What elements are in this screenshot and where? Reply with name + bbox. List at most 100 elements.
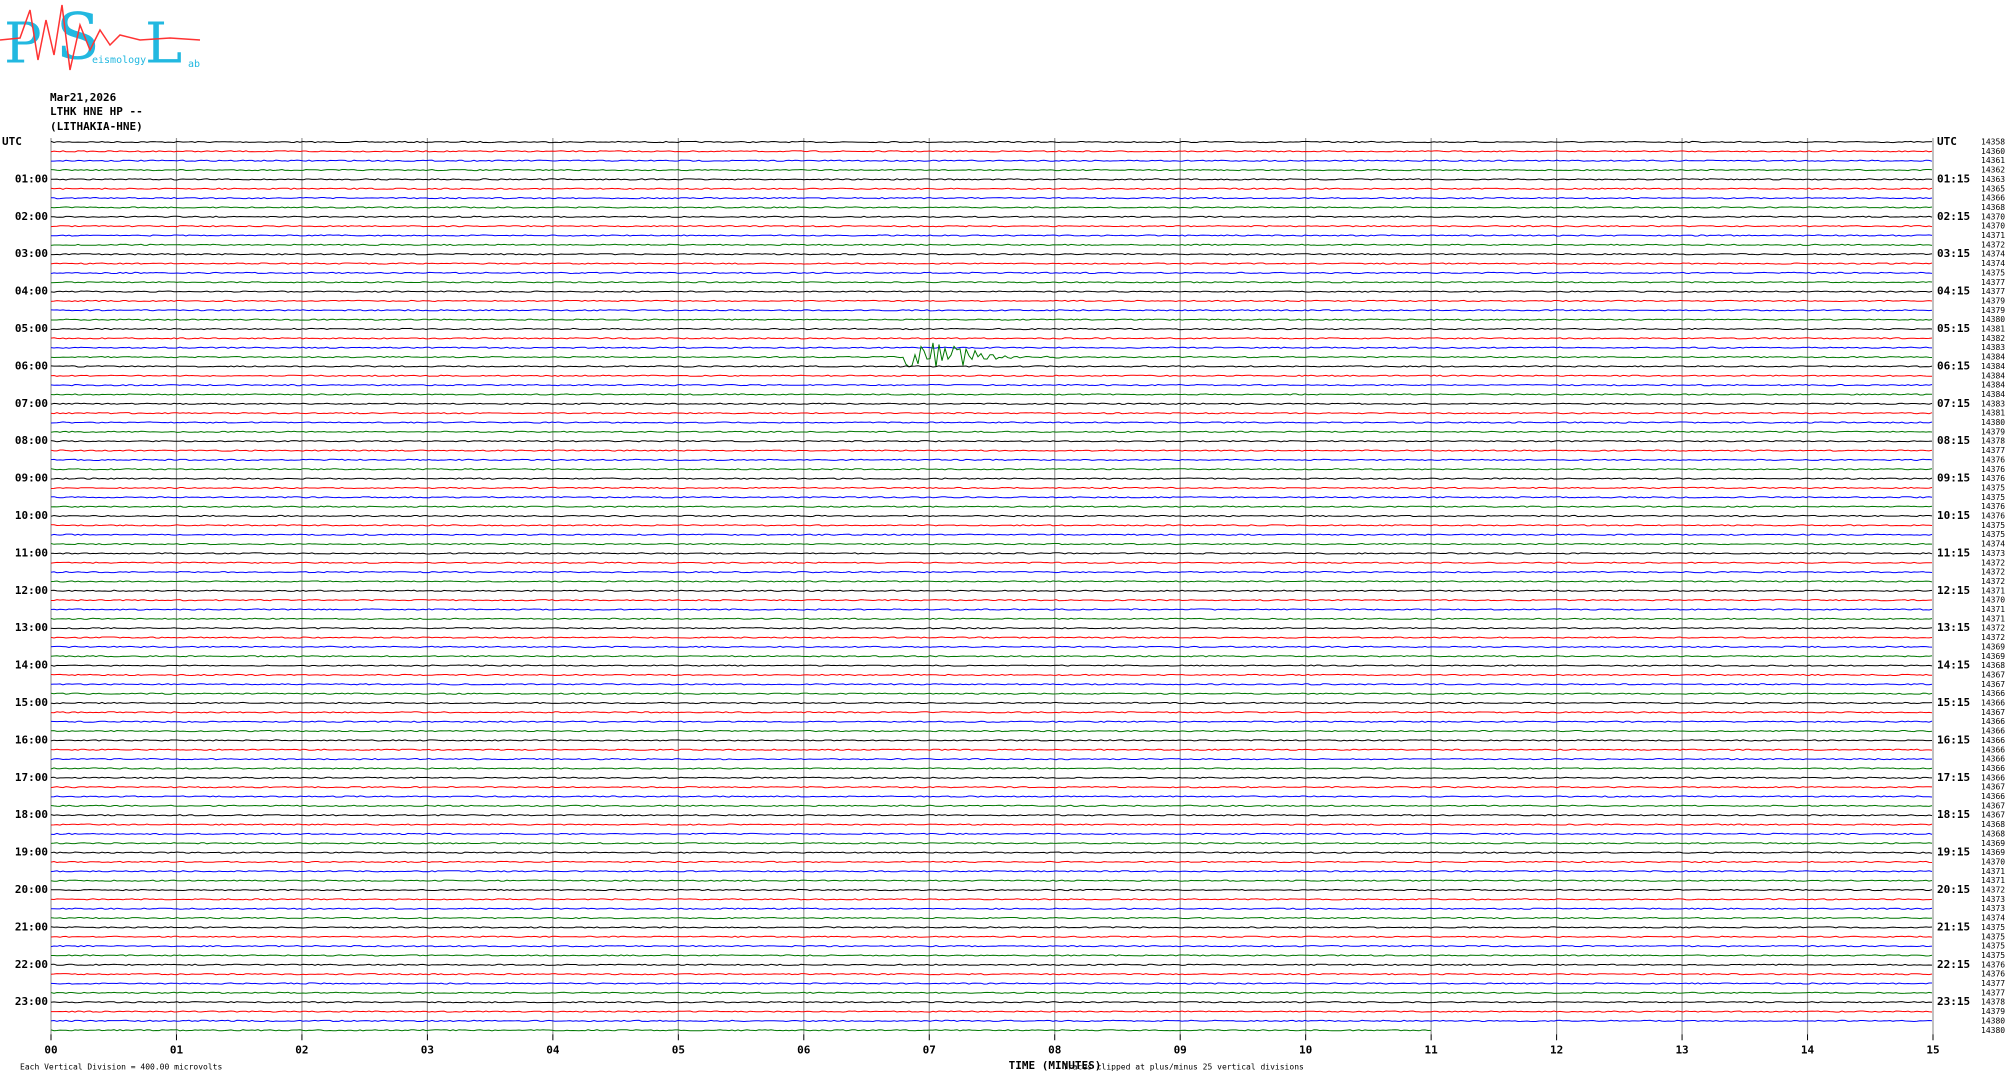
trace [50, 832, 1933, 836]
trace-count: 14373 [1981, 904, 2005, 913]
x-tick-label: 10 [1299, 1043, 1312, 1056]
x-axis-label: TIME (MINUTES) [1009, 1059, 1102, 1072]
x-tick-label: 15 [1926, 1043, 1939, 1056]
trace [50, 393, 1933, 396]
right-label: 11:15 [1937, 546, 1970, 559]
trace-count: 14367 [1981, 680, 2005, 689]
right-label: 15:15 [1937, 696, 1970, 709]
trace-count: 14365 [1981, 184, 2005, 193]
trace-count: 14379 [1981, 427, 2005, 436]
trace-count: 14370 [1981, 857, 2005, 866]
trace-count: 14377 [1981, 278, 2005, 287]
logo-letter: L [145, 12, 182, 77]
trace [50, 692, 1933, 695]
trace-count: 14377 [1981, 988, 2005, 997]
trace [50, 178, 1933, 181]
right-label: 18:15 [1937, 808, 1970, 821]
x-tick-label: 08 [1048, 1043, 1061, 1056]
trace [50, 664, 1933, 667]
trace [50, 963, 1933, 966]
trace [50, 814, 1933, 817]
trace-count: 14372 [1981, 886, 2005, 895]
trace [51, 888, 1933, 892]
trace-count: 14372 [1981, 577, 2005, 586]
trace-count: 14383 [1981, 343, 2005, 352]
right-label: 20:15 [1937, 883, 1970, 896]
x-tick-label: 03 [421, 1043, 434, 1056]
left-label: 03:00 [15, 247, 48, 260]
trace-count: 14380 [1981, 1026, 2005, 1035]
left-label: UTC [2, 135, 22, 148]
trace-count: 14372 [1981, 240, 2005, 249]
trace-count: 14372 [1981, 568, 2005, 577]
left-label: 12:00 [15, 584, 48, 597]
trace [50, 655, 1933, 658]
left-label: 16:00 [15, 733, 48, 746]
trace-count: 14374 [1981, 259, 2005, 268]
trace [50, 757, 1932, 761]
trace-count: 14366 [1981, 699, 2005, 708]
trace [50, 804, 1933, 807]
right-label: 23:15 [1937, 995, 1970, 1008]
trace [50, 935, 1933, 938]
left-label: 04:00 [15, 285, 48, 298]
trace [50, 150, 1933, 153]
trace [50, 767, 1933, 770]
trace [50, 860, 1933, 864]
x-tick-label: 01 [170, 1043, 184, 1056]
trace-count: 14383 [1981, 399, 2005, 408]
x-tick-label: 11 [1425, 1043, 1439, 1056]
left-label: 02:00 [15, 210, 48, 223]
trace-count: 14375 [1981, 268, 2005, 277]
trace [50, 290, 1933, 293]
trace [50, 486, 1933, 490]
trace-count: 14372 [1981, 633, 2005, 642]
trace [50, 262, 1933, 265]
trace-count: 14366 [1981, 194, 2005, 203]
trace-count: 14369 [1981, 839, 2005, 848]
left-label: 15:00 [15, 696, 48, 709]
trace-count: 14369 [1981, 642, 2005, 651]
trace-count: 14368 [1981, 661, 2005, 670]
left-label: 18:00 [15, 808, 48, 821]
trace [50, 327, 1933, 331]
x-tick-label: 06 [797, 1043, 811, 1056]
x-tick-label: 07 [923, 1043, 936, 1056]
trace [50, 842, 1933, 845]
trace [50, 1001, 1933, 1004]
left-label: 10:00 [15, 509, 48, 522]
trace-count: 14366 [1981, 755, 2005, 764]
right-label: 19:15 [1937, 846, 1970, 859]
left-label: 06:00 [15, 359, 48, 372]
right-label: 04:15 [1937, 285, 1970, 298]
trace [50, 542, 1933, 546]
trace [50, 271, 1933, 275]
trace-count: 14376 [1981, 512, 2005, 521]
trace-count: 14375 [1981, 483, 2005, 492]
trace-count: 14375 [1981, 493, 2005, 502]
trace [50, 898, 1933, 901]
trace [50, 720, 1933, 723]
trace [51, 253, 1933, 256]
trace [50, 982, 1932, 985]
trace-count: 14375 [1981, 932, 2005, 941]
trace [50, 449, 1933, 452]
trace-count: 14376 [1981, 474, 2005, 483]
trace-count: 14366 [1981, 745, 2005, 754]
trace-count: 14372 [1981, 624, 2005, 633]
trace [50, 561, 1933, 564]
trace [50, 440, 1933, 443]
logo-word: ab [188, 59, 200, 70]
trace [50, 701, 1933, 705]
trace-count: 14374 [1981, 250, 2005, 259]
trace [50, 496, 1933, 499]
trace [50, 374, 1932, 377]
trace [50, 851, 1933, 854]
trace-count: 14376 [1981, 465, 2005, 474]
trace [50, 505, 1933, 508]
right-label: 06:15 [1937, 359, 1970, 372]
trace [50, 617, 1933, 620]
trace-count: 14381 [1981, 325, 2005, 334]
trace-count: 14368 [1981, 203, 2005, 212]
